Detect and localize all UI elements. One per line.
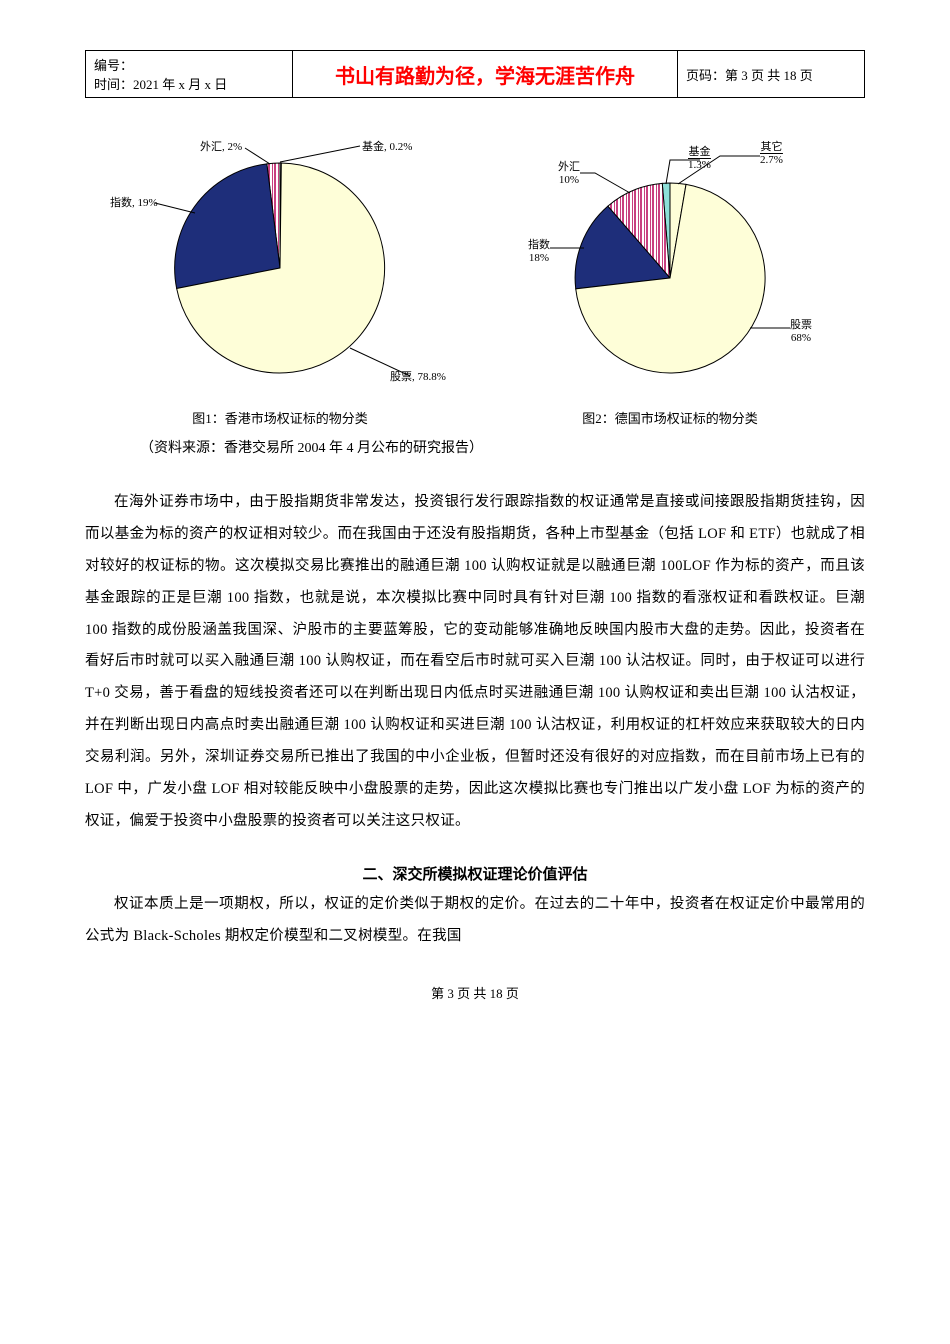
chart2-svg — [500, 138, 840, 398]
chart1-svg — [110, 138, 450, 398]
page-footer: 第 3 页 共 18 页 — [85, 983, 865, 1002]
chart2-label-fund-top: 基金 — [688, 143, 711, 159]
chart1-label-stock: 股票, 78.8% — [390, 368, 446, 384]
header-left-cell: 编号： 时间：2021 年 x 月 x 日 — [86, 51, 293, 98]
chart2-label-stock: 股票 68% — [790, 316, 812, 344]
chart2-label-index-bottom: 18% — [528, 252, 550, 264]
chart2-label-stock-top: 股票 — [790, 316, 812, 332]
chart1-caption: 图1：香港市场权证标的物分类 — [192, 408, 368, 427]
chart2-label-other: 其它 2.7% — [760, 138, 783, 166]
section-heading: 二、深交所模拟权证理论价值评估 — [85, 863, 865, 884]
chart2-label-other-top: 其它 — [760, 138, 783, 154]
chart1-label-fund: 基金, 0.2% — [362, 138, 412, 154]
chart1-label-index: 指数, 19% — [110, 194, 158, 210]
paragraph-2: 权证本质上是一项期权，所以，权证的定价类似于期权的定价。在过去的二十年中，投资者… — [85, 889, 865, 953]
chart2-box: 其它 2.7% 基金 1.3% 外汇 10% 指数 18% 股票 68% — [475, 138, 865, 427]
chart2-label-forex: 外汇 10% — [558, 158, 580, 186]
chart2-label-stock-bottom: 68% — [790, 332, 812, 344]
chart2-caption: 图2：德国市场权证标的物分类 — [582, 408, 758, 427]
header-page-code: 页码：第 3 页 共 18 页 — [678, 51, 865, 98]
chart1-pie: 基金, 0.2% 外汇, 2% 指数, 19% 股票, 78.8% — [110, 138, 450, 398]
chart2-label-fund: 基金 1.3% — [688, 143, 711, 171]
source-text: （资料来源：香港交易所 2004 年 4 月公布的研究报告） — [140, 437, 865, 457]
chart2-label-fund-bottom: 1.3% — [688, 159, 711, 171]
charts-row: 基金, 0.2% 外汇, 2% 指数, 19% 股票, 78.8% 图1：香港市… — [85, 138, 865, 427]
chart2-pie: 其它 2.7% 基金 1.3% 外汇 10% 指数 18% 股票 68% — [500, 138, 840, 398]
chart1-box: 基金, 0.2% 外汇, 2% 指数, 19% 股票, 78.8% 图1：香港市… — [85, 138, 475, 427]
doc-id: 编号： — [94, 55, 284, 74]
chart2-label-index: 指数 18% — [528, 236, 550, 264]
chart2-label-index-top: 指数 — [528, 236, 550, 252]
chart1-label-forex: 外汇, 2% — [200, 138, 242, 154]
chart2-label-other-bottom: 2.7% — [760, 154, 783, 166]
header-motto: 书山有路勤为径，学海无涯苦作舟 — [293, 51, 678, 98]
chart2-label-forex-bottom: 10% — [558, 174, 580, 186]
paragraph-1: 在海外证券市场中，由于股指期货非常发达，投资银行发行跟踪指数的权证通常是直接或间… — [85, 487, 865, 838]
chart2-label-forex-top: 外汇 — [558, 158, 580, 174]
header-table: 编号： 时间：2021 年 x 月 x 日 书山有路勤为径，学海无涯苦作舟 页码… — [85, 50, 865, 98]
doc-date: 时间：2021 年 x 月 x 日 — [94, 74, 284, 93]
